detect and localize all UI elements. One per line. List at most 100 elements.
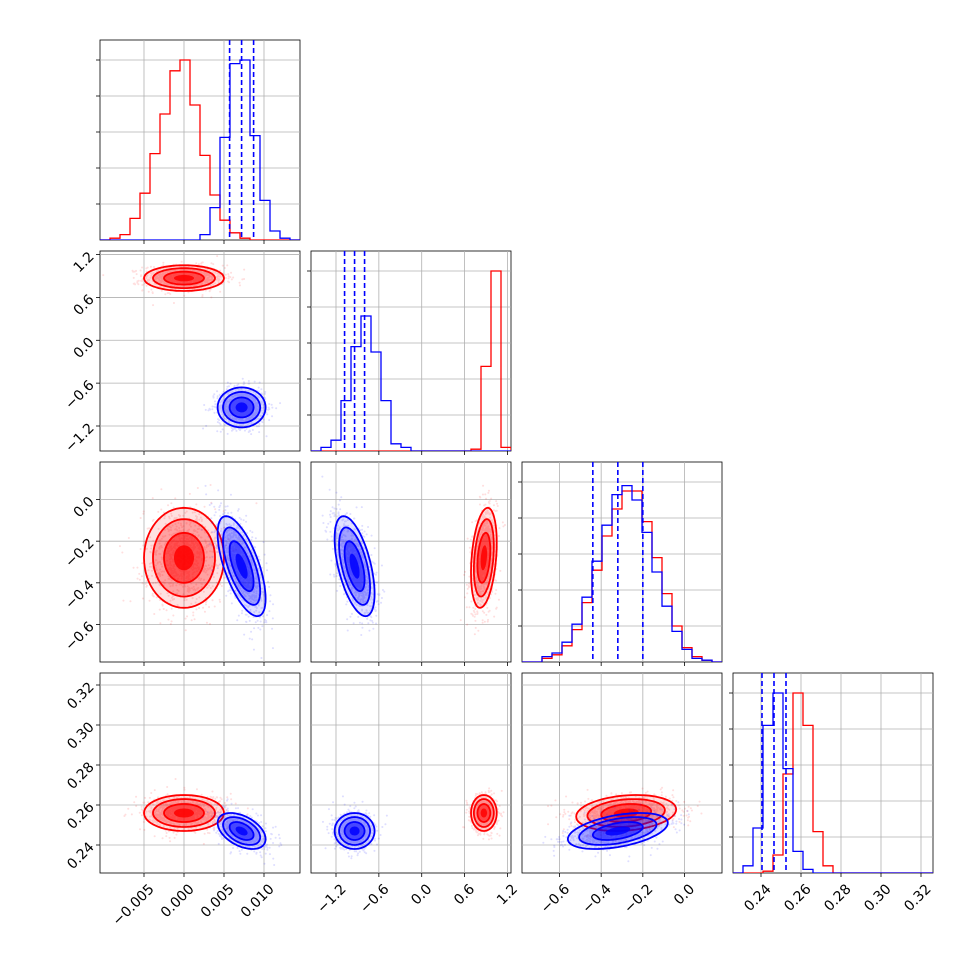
blue-contour-line	[338, 816, 372, 846]
blue-contour-line	[343, 540, 366, 593]
panel-3-1: −1.2 −0.6 0.0 0.6 1.2	[310, 672, 521, 917]
blue-contour-line	[343, 821, 366, 841]
y-tick-label: 0.24	[64, 839, 97, 872]
blue-contour-line	[228, 396, 255, 419]
y-tick-label: 0.0	[71, 494, 98, 521]
red-contour-line	[152, 267, 216, 289]
y-tick-label: −1.2	[62, 420, 97, 455]
panel-content	[733, 673, 933, 873]
blue-histogram	[522, 484, 722, 662]
red-contour-line	[473, 518, 495, 598]
blue-contour-line	[333, 812, 376, 850]
panel-content	[100, 40, 300, 240]
blue-histogram	[100, 59, 300, 240]
red-contour-line	[600, 803, 653, 823]
panel-content	[100, 673, 300, 873]
y-tick-label: −0.2	[62, 536, 97, 571]
blue-contour-line	[216, 386, 267, 429]
red-contour-line	[470, 506, 498, 609]
red-contour-line	[473, 798, 495, 828]
x-tick-label: −0.6	[538, 881, 573, 916]
panel-frame	[99, 672, 301, 874]
x-tick-label: 0.010	[238, 881, 278, 921]
x-tick-label: −0.6	[357, 881, 392, 916]
x-tick-label: −0.2	[621, 881, 656, 916]
red-contour-line	[143, 264, 225, 292]
blue-density-core	[235, 402, 248, 413]
x-tick-label: 0.005	[198, 881, 238, 921]
red-contour-line	[163, 531, 205, 584]
red-contour-line	[476, 531, 492, 584]
blue-contour-line	[338, 526, 372, 606]
blue-contour-line	[566, 812, 669, 850]
x-tick-label: −0.4	[579, 881, 614, 916]
red-contour-line	[586, 798, 666, 828]
x-tick-label: 0.000	[158, 881, 198, 921]
panel-content	[311, 673, 511, 873]
panel-content	[522, 462, 722, 662]
red-density-core	[480, 545, 488, 571]
y-tick-label: 1.2	[71, 249, 98, 276]
x-tick-label: 0.6	[451, 881, 478, 908]
panel-1-0: −1.2 −0.6 0.0 0.6 1.2	[62, 249, 301, 456]
panel-3-3: 0.24 0.26 0.28 0.30 0.32	[729, 672, 935, 915]
x-tick-label: 0.32	[901, 881, 934, 914]
panel-3-0: 0.24 0.26 0.28 0.30 0.32 −0.005 0.000 0.005 0.01…	[64, 672, 301, 929]
panel-frame	[99, 250, 301, 452]
blue-histogram	[733, 692, 933, 873]
red-histogram	[311, 270, 511, 451]
y-tick-label: 0.6	[71, 292, 98, 319]
y-tick-label: −0.6	[62, 377, 97, 412]
blue-contour-line	[228, 540, 255, 593]
blue-density-core	[235, 826, 248, 836]
red-contour-line	[470, 794, 498, 832]
panel-frame	[732, 672, 934, 874]
x-tick-label: 0.30	[861, 881, 894, 914]
blue-contour-line	[216, 812, 267, 850]
blue-contour-line	[222, 816, 262, 846]
y-tick-label: −0.6	[62, 619, 97, 654]
y-tick-label: 0.0	[71, 335, 98, 362]
red-density-core	[174, 545, 194, 571]
red-density-core	[174, 274, 194, 282]
red-histogram	[733, 692, 933, 873]
x-tick-label: −1.2	[314, 881, 349, 916]
panel-2-1	[310, 461, 512, 666]
red-contour-line	[152, 798, 216, 828]
blue-density-core	[349, 826, 360, 836]
blue-density-core	[349, 553, 360, 579]
blue-density-core	[605, 826, 631, 836]
panel-0-0	[96, 39, 301, 244]
x-tick-label: 0.26	[781, 881, 814, 914]
blue-contour-line	[591, 821, 644, 841]
red-density-core	[174, 808, 194, 818]
panel-3-2: −0.6 −0.4 −0.2 0.0	[521, 672, 723, 917]
red-histogram	[100, 59, 300, 240]
y-tick-label: 0.30	[64, 719, 97, 752]
red-contour-line	[163, 803, 205, 823]
blue-contour-line	[228, 821, 255, 841]
red-density-core	[480, 808, 488, 818]
panel-2-2	[518, 461, 723, 666]
panel-2-0: −0.6 −0.4 −0.2 0.0	[62, 461, 301, 666]
x-tick-label: 0.0	[671, 881, 698, 908]
red-contour-line	[143, 794, 225, 832]
blue-contour-line	[333, 515, 376, 618]
panel-content	[311, 462, 511, 662]
y-tick-label: 0.32	[64, 679, 97, 712]
x-tick-label: 0.28	[821, 881, 854, 914]
panel-1-1	[307, 250, 512, 455]
red-contour-line	[152, 518, 216, 598]
y-tick-label: −0.4	[62, 577, 97, 612]
blue-contour-line	[578, 816, 658, 846]
x-tick-label: 1.2	[494, 881, 521, 908]
y-tick-label: 0.26	[64, 799, 97, 832]
panel-frame	[521, 672, 723, 874]
panel-content	[100, 251, 300, 451]
red-contour-line	[476, 803, 492, 823]
red-contour-line	[575, 794, 678, 832]
blue-histogram	[311, 315, 511, 451]
panel-frame	[310, 461, 512, 663]
panel-content	[311, 251, 511, 451]
